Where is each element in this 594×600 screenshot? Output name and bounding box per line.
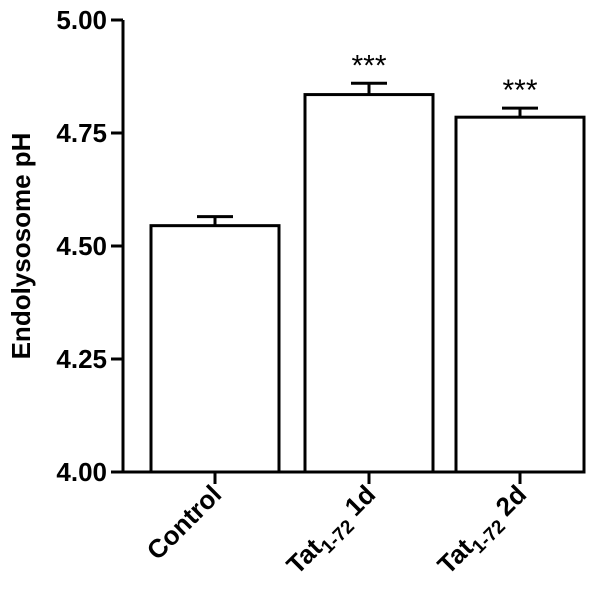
y-tick-label: 4.75 [56,118,107,148]
x-tick-label: Tat1-72 1d [280,479,385,584]
x-tick-label: Control [141,479,228,566]
y-tick-label: 4.50 [56,231,107,261]
bar [454,115,586,474]
y-tick-label: 4.25 [56,344,107,374]
bar [149,224,281,474]
y-tick-label: 4.00 [56,457,107,487]
y-tick-label: 5.00 [56,5,107,35]
x-axis: Control Tat1-72 1d Tat1-72 2d [123,470,580,584]
significance-label: *** [351,49,386,82]
y-axis: 4.00 4.25 4.50 4.75 5.00 [56,5,125,487]
significance-label: *** [502,74,537,107]
x-tick-label: Tat1-72 2d [431,479,536,584]
bar [303,93,435,474]
y-axis-title: Endolysosome pH [6,133,36,360]
bars: *** *** [149,49,586,474]
